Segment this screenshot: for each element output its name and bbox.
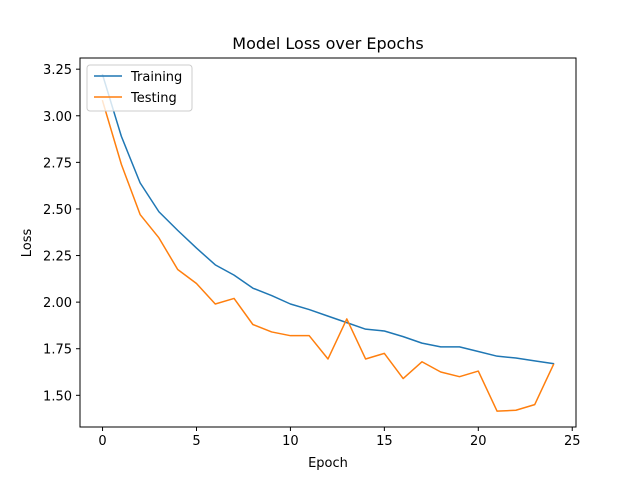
x-tick-label: 25 xyxy=(564,434,581,449)
x-axis: 0 5 10 15 20 25 xyxy=(98,427,581,449)
plot-area xyxy=(80,58,576,427)
x-tick-label: 20 xyxy=(470,434,487,449)
legend-label-training: Training xyxy=(130,70,182,85)
y-tick-label: 2.75 xyxy=(43,156,72,171)
series-line-testing xyxy=(101,99,555,412)
x-axis-label: Epoch xyxy=(308,456,348,471)
y-tick-label: 3.00 xyxy=(43,110,72,125)
series-layer xyxy=(101,73,555,412)
series-line-training xyxy=(101,73,555,365)
legend: Training Testing xyxy=(86,64,193,112)
legend-label-testing: Testing xyxy=(130,91,177,106)
plot-border xyxy=(79,57,577,428)
y-tick-label: 2.50 xyxy=(43,203,72,218)
chart-title: Model Loss over Epochs xyxy=(232,34,423,53)
y-axis: 1.50 1.75 2.00 2.25 2.50 2.75 3.00 3.25 xyxy=(43,63,80,404)
x-tick-label: 5 xyxy=(192,434,200,449)
y-tick-label: 2.25 xyxy=(43,250,72,265)
y-axis-label: Loss xyxy=(20,229,35,258)
y-tick-label: 1.75 xyxy=(43,343,72,358)
x-tick-label: 15 xyxy=(376,434,393,449)
y-tick-label: 2.00 xyxy=(43,296,72,311)
x-tick-label: 10 xyxy=(282,434,299,449)
y-tick-label: 1.50 xyxy=(43,389,72,404)
y-tick-label: 3.25 xyxy=(43,63,72,78)
x-tick-label: 0 xyxy=(98,434,106,449)
